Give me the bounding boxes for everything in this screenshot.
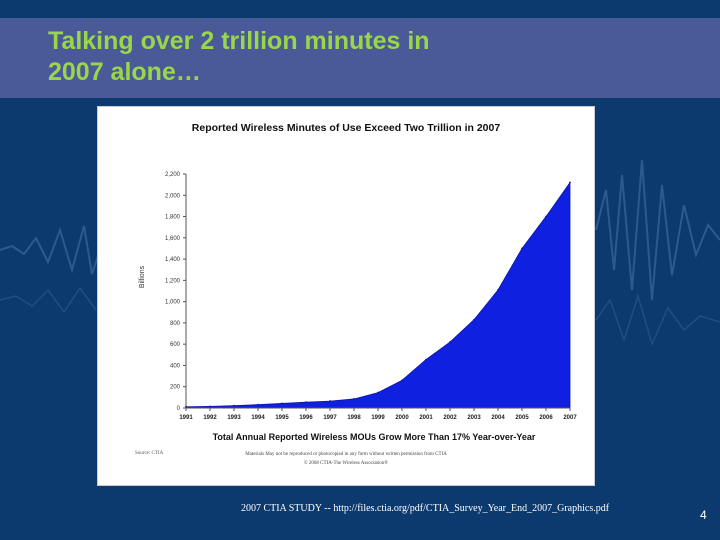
y-tick-label: 1,400 [165, 257, 181, 263]
data-point [233, 404, 235, 407]
data-point [209, 405, 211, 408]
data-point [257, 403, 259, 406]
y-tick-label: 2,000 [165, 193, 181, 199]
data-point [377, 391, 379, 394]
x-tick-label: 2000 [395, 415, 409, 421]
x-tick-label: 1993 [227, 415, 241, 421]
data-point [497, 289, 499, 291]
source-note: Source: CTIA [135, 451, 164, 456]
x-tick-label: 2007 [563, 415, 577, 421]
data-point [305, 401, 307, 404]
title-band [0, 18, 720, 98]
x-tick-label: 2006 [539, 415, 553, 421]
y-tick-label: 1,800 [165, 215, 181, 221]
area-mark [185, 181, 571, 409]
data-point [281, 402, 283, 405]
y-tick-label: 1,600 [165, 236, 181, 242]
data-point [185, 405, 187, 408]
permission-note-line-2: © 2008 CTIA-The Wireless Association® [304, 460, 388, 466]
slide-title-line-1: Talking over 2 trillion minutes in [48, 27, 430, 55]
y-axis-label: Billions [139, 265, 146, 288]
data-point [521, 247, 523, 250]
x-tick-label: 1992 [203, 415, 217, 421]
y-axis: 0 200 400 600 800 1,000 1,200 1,400 1,600 1,800 2,… [165, 172, 187, 412]
chart-svg: Reported Wireless Minutes of Use Exceed … [135, 122, 577, 466]
data-point [545, 215, 547, 218]
permission-note-line-1: Materials May not be reproduced or photo… [245, 452, 447, 457]
chart-title: Reported Wireless Minutes of Use Exceed … [192, 122, 501, 134]
y-tick-label: 1,200 [165, 278, 181, 284]
x-tick-label: 1991 [179, 415, 193, 421]
slide-title: Talking over 2 trillion minutes in 2007 … [48, 26, 648, 88]
y-tick-label: 600 [170, 342, 181, 348]
x-tick-label: 2003 [467, 415, 481, 421]
slide-title-line-2: 2007 alone… [48, 58, 201, 86]
data-point [569, 181, 571, 184]
y-tick-label: 800 [170, 321, 181, 327]
x-tick-label: 1995 [275, 415, 289, 421]
x-tick-label: 1998 [347, 415, 361, 421]
data-point [473, 318, 475, 321]
y-tick-label: 0 [177, 406, 181, 412]
x-tick-label: 2002 [443, 415, 457, 421]
x-tick-label: 1994 [251, 415, 265, 421]
data-point [449, 341, 451, 343]
x-tick-label: 1999 [371, 415, 385, 421]
chart-subtitle: Total Annual Reported Wireless MOUs Grow… [213, 432, 536, 442]
x-tick-label: 2001 [419, 415, 433, 421]
x-tick-label: 1996 [299, 415, 313, 421]
data-point [329, 400, 331, 402]
x-tick-label: 2004 [491, 415, 505, 421]
x-tick-label: 1997 [323, 415, 337, 421]
area-series [185, 181, 571, 409]
x-tick-label: 2005 [515, 415, 529, 421]
y-tick-label: 1,000 [165, 300, 181, 306]
data-point [401, 379, 403, 382]
source-caption: 2007 CTIA STUDY -- http://files.ctia.org… [240, 503, 610, 514]
y-tick-label: 400 [170, 363, 181, 369]
y-tick-label: 2,200 [165, 172, 181, 178]
chart-panel: Reported Wireless Minutes of Use Exceed … [97, 106, 595, 486]
slide-number: 4 [700, 508, 707, 522]
data-point [353, 398, 355, 400]
y-tick-label: 200 [170, 385, 181, 391]
data-point [425, 358, 427, 361]
x-axis: 1991 1992 1993 1994 1995 1996 1997 1998 1999 2000… [179, 407, 577, 421]
